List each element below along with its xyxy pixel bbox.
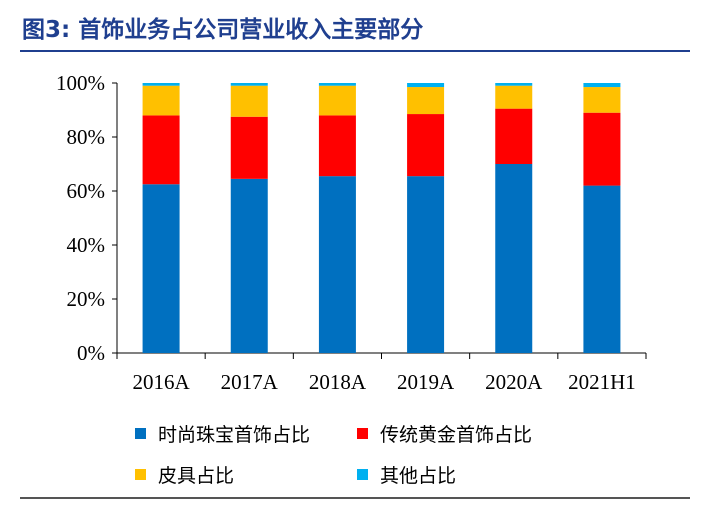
bar-segment-2018A-2: [318, 85, 356, 116]
x-tick-label: 2021H1: [568, 370, 636, 394]
bar-segment-2019A-2: [407, 87, 445, 115]
bar-segment-2016A-2: [142, 85, 180, 116]
bar-segment-2020A-0: [495, 164, 533, 353]
legend-label-other: 其他占比: [380, 465, 457, 487]
bar-segment-2016A-0: [142, 184, 180, 353]
bottom-divider: [20, 497, 690, 499]
y-tick-label: 80%: [67, 125, 106, 149]
bar-segment-2016A-1: [142, 115, 180, 185]
chart-axes: [112, 82, 647, 359]
x-tick-label: 2016A: [132, 370, 190, 394]
bar-segment-2021H1-3: [583, 83, 621, 88]
legend-item-leather-goods: 皮具占比: [135, 461, 234, 488]
title-divider: [20, 50, 690, 52]
chart-bars: [142, 83, 621, 353]
bar-segment-2017A-3: [230, 83, 268, 86]
bar-segment-2019A-3: [407, 83, 445, 88]
legend-label-leather-goods: 皮具占比: [158, 465, 235, 487]
legend-item-fashion-jewelry: 时尚珠宝首饰占比: [135, 420, 310, 447]
bar-segment-2021H1-2: [583, 87, 621, 113]
bar-segment-2019A-1: [407, 114, 445, 177]
figure-title: 图3: 首饰业务占公司营业收入主要部分: [22, 17, 424, 43]
x-tick-label: 2019A: [397, 370, 455, 394]
bar-segment-2018A-3: [318, 83, 356, 86]
legend-label-gold-jewelry: 传统黄金首饰占比: [380, 424, 533, 446]
chart-tick-labels: 0% 20% 40% 60% 80% 100% 2016A 2017A 2018A 2019A 20…: [56, 71, 636, 394]
bar-segment-2020A-2: [495, 85, 533, 109]
bar-segment-2017A-2: [230, 85, 268, 117]
bar-segment-2021H1-0: [583, 185, 621, 353]
x-tick-label: 2020A: [485, 370, 543, 394]
bar-segment-2017A-1: [230, 116, 268, 179]
y-tick-label: 100%: [56, 71, 105, 95]
x-tick-label: 2018A: [309, 370, 367, 394]
legend-swatch-other: [357, 469, 368, 480]
x-tick-label: 2017A: [221, 370, 279, 394]
legend-label-fashion-jewelry: 时尚珠宝首饰占比: [158, 424, 311, 446]
y-tick-label: 20%: [67, 287, 106, 311]
bar-segment-2017A-0: [230, 178, 268, 353]
legend-swatch-fashion-jewelry: [135, 428, 146, 439]
y-tick-label: 40%: [67, 233, 106, 257]
bar-segment-2020A-1: [495, 108, 533, 164]
bar-segment-2016A-3: [142, 83, 180, 86]
legend-swatch-leather-goods: [135, 469, 146, 480]
legend-item-gold-jewelry: 传统黄金首饰占比: [357, 420, 532, 447]
y-tick-label: 60%: [67, 179, 106, 203]
bar-segment-2018A-1: [318, 115, 356, 177]
bar-segment-2020A-3: [495, 83, 533, 86]
bar-segment-2018A-0: [318, 176, 356, 353]
bar-segment-2019A-0: [407, 176, 445, 353]
legend-item-other: 其他占比: [357, 461, 456, 488]
y-tick-label: 0%: [77, 341, 105, 365]
bar-segment-2021H1-1: [583, 112, 621, 186]
legend-swatch-gold-jewelry: [357, 428, 368, 439]
